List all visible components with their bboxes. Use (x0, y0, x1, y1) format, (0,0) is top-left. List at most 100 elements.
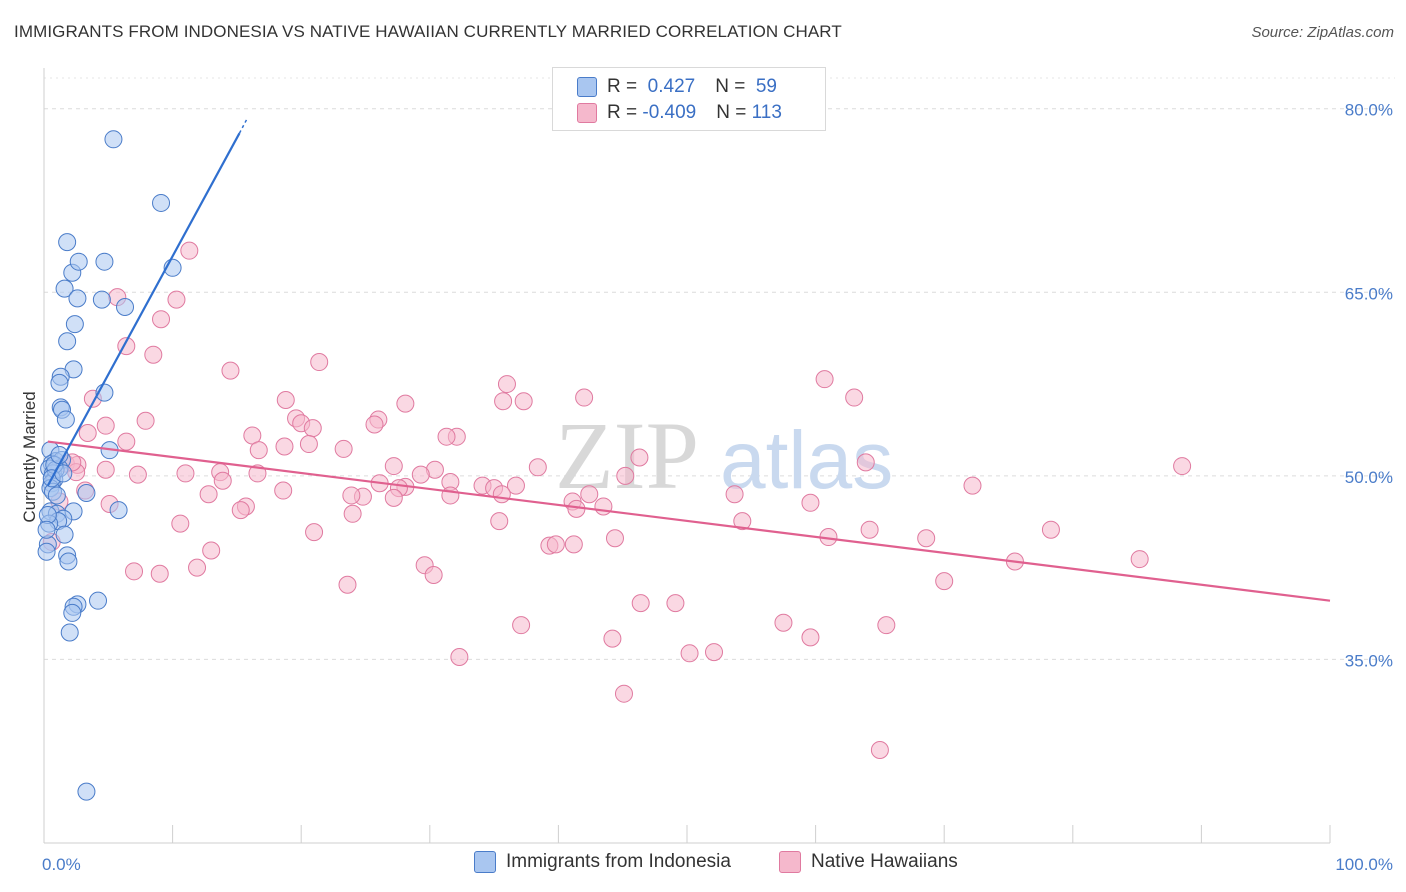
point-hawaiian (963, 476, 982, 495)
point-hawaiian (305, 523, 324, 542)
point-hawaiian (437, 427, 456, 446)
point-hawaiian (125, 562, 144, 581)
chart-title: IMMIGRANTS FROM INDONESIA VS NATIVE HAWA… (14, 22, 842, 41)
legend-r-value: -0.409 (642, 102, 697, 123)
point-hawaiian (299, 435, 318, 454)
point-hawaiian (303, 419, 322, 438)
point-indonesia (37, 542, 56, 561)
point-hawaiian (180, 241, 199, 260)
point-hawaiian (199, 485, 218, 504)
point-indonesia (60, 623, 79, 642)
point-hawaiian (546, 535, 565, 554)
data-points (37, 130, 1192, 801)
point-hawaiian (1130, 550, 1149, 569)
point-hawaiian (365, 415, 384, 434)
point-hawaiian (877, 616, 896, 635)
point-indonesia (116, 297, 135, 316)
point-hawaiian (231, 501, 250, 520)
point-hawaiian (666, 594, 685, 613)
point-hawaiian (150, 564, 169, 583)
point-hawaiian (680, 644, 699, 663)
point-hawaiian (202, 541, 221, 560)
point-hawaiian (152, 310, 171, 329)
point-hawaiian (1173, 457, 1192, 476)
series-legend-hawaiians[interactable]: Native Hawaiians (779, 851, 958, 873)
point-hawaiian (171, 514, 190, 533)
point-hawaiian (221, 361, 240, 380)
point-indonesia (69, 252, 88, 271)
legend-n-value: 59 (750, 76, 777, 97)
point-hawaiian (774, 613, 793, 632)
point-hawaiian (528, 458, 547, 477)
legend-r-value: 0.427 (642, 76, 696, 97)
point-indonesia (92, 290, 111, 309)
point-hawaiian (213, 471, 232, 490)
point-indonesia (77, 483, 96, 502)
point-indonesia (37, 520, 56, 539)
point-hawaiian (411, 465, 430, 484)
point-hawaiian (1041, 520, 1060, 539)
point-hawaiian (935, 572, 954, 591)
legend-row-hawaiians: R = -0.409 N = 113 (577, 101, 782, 125)
stats-legend: R = 0.427 N = 59 R = -0.409 N = 113 (552, 67, 826, 131)
watermark-zip: ZIP (555, 402, 699, 509)
point-hawaiian (497, 375, 516, 394)
legend-swatch-indonesia (577, 77, 597, 97)
point-hawaiian (78, 424, 97, 443)
point-indonesia (59, 552, 78, 571)
y-tick-label: 50.0% (1345, 468, 1393, 487)
trend-line-indonesia (46, 132, 241, 487)
point-hawaiian (492, 485, 511, 504)
legend-swatch-hawaiians (577, 103, 597, 123)
point-hawaiian (424, 565, 443, 584)
point-indonesia (55, 525, 74, 544)
point-indonesia (152, 193, 171, 212)
point-indonesia (109, 501, 128, 520)
legend-r-label: R = (607, 102, 643, 123)
point-hawaiian (274, 481, 293, 500)
point-indonesia (58, 233, 77, 252)
trend-line-hawaiians (47, 440, 1331, 602)
point-indonesia (89, 591, 108, 610)
point-hawaiian (128, 465, 147, 484)
gridlines (44, 77, 1395, 660)
series-legend-indonesia[interactable]: Immigrants from Indonesia (474, 851, 731, 873)
legend-n-label: N = (715, 76, 751, 97)
point-hawaiian (176, 464, 195, 483)
point-hawaiian (338, 575, 357, 594)
trend-line-indonesia-extension (238, 118, 248, 134)
watermark: ZIP atlas (555, 402, 893, 509)
point-hawaiian (870, 740, 889, 759)
y-axis-label: Currently Married (20, 391, 39, 522)
point-indonesia (58, 332, 77, 351)
point-indonesia (55, 279, 74, 298)
point-hawaiian (580, 485, 599, 504)
point-hawaiian (705, 643, 724, 662)
point-hawaiian (396, 394, 415, 413)
series-label-indonesia: Immigrants from Indonesia (506, 851, 731, 872)
point-hawaiian (167, 290, 186, 309)
point-hawaiian (275, 437, 294, 456)
point-hawaiian (594, 497, 613, 516)
point-hawaiian (342, 486, 361, 505)
point-hawaiian (384, 488, 403, 507)
point-hawaiian (441, 486, 460, 505)
point-hawaiian (514, 392, 533, 411)
point-hawaiian (856, 453, 875, 472)
x-tick-label-min: 0.0% (42, 855, 81, 874)
point-hawaiian (384, 457, 403, 476)
point-hawaiian (603, 629, 622, 648)
tick-labels: 35.0% 50.0% 65.0% 80.0% 0.0% 100.0% (42, 101, 1393, 874)
point-indonesia (47, 486, 66, 505)
series-swatch-hawaiians (779, 851, 801, 873)
point-indonesia (95, 252, 114, 271)
y-tick-label: 35.0% (1345, 651, 1393, 670)
point-hawaiian (725, 485, 744, 504)
point-hawaiian (343, 504, 362, 523)
point-hawaiian (815, 370, 834, 389)
point-hawaiian (310, 353, 329, 372)
point-hawaiian (616, 466, 635, 485)
point-hawaiian (490, 512, 509, 531)
point-hawaiian (860, 520, 879, 539)
point-hawaiian (564, 535, 583, 554)
